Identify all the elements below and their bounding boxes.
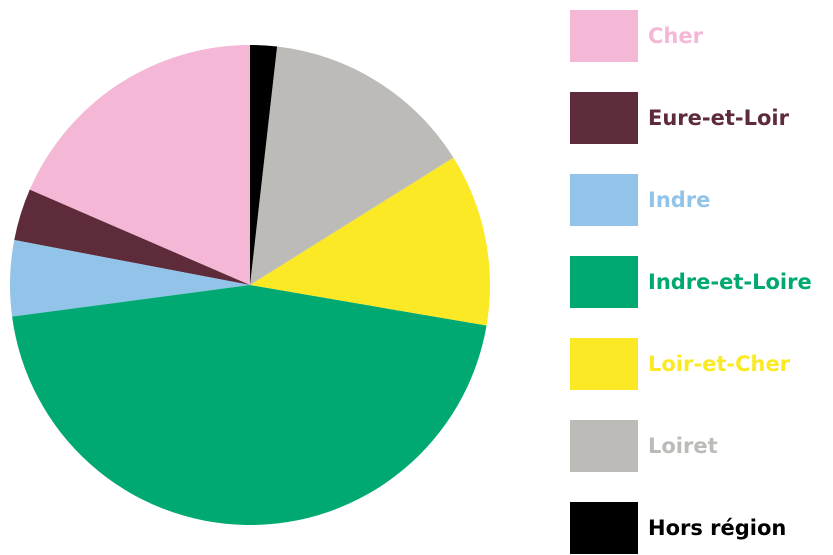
legend-swatch xyxy=(570,10,638,62)
legend-swatch xyxy=(570,338,638,390)
legend-swatch xyxy=(570,92,638,144)
pie-slice xyxy=(250,157,491,326)
legend-swatch xyxy=(570,174,638,226)
pie-slice xyxy=(250,46,454,285)
legend-swatch xyxy=(570,502,638,554)
legend-label: Indre xyxy=(648,188,710,212)
legend-swatch xyxy=(570,420,638,472)
legend-label: Cher xyxy=(648,24,704,48)
pie-slice xyxy=(14,189,251,285)
legend-label: Hors région xyxy=(648,516,786,540)
pie-slice xyxy=(250,45,278,285)
legend-label: Loiret xyxy=(648,434,718,458)
pie-slice xyxy=(12,285,487,526)
legend-label: Loir-et-Cher xyxy=(648,352,791,376)
legend-swatch xyxy=(570,256,638,308)
pie-slice xyxy=(9,240,251,317)
legend-label: Eure-et-Loir xyxy=(648,106,790,130)
legend-label: Indre-et-Loire xyxy=(648,270,812,294)
pie-slice xyxy=(29,45,250,285)
